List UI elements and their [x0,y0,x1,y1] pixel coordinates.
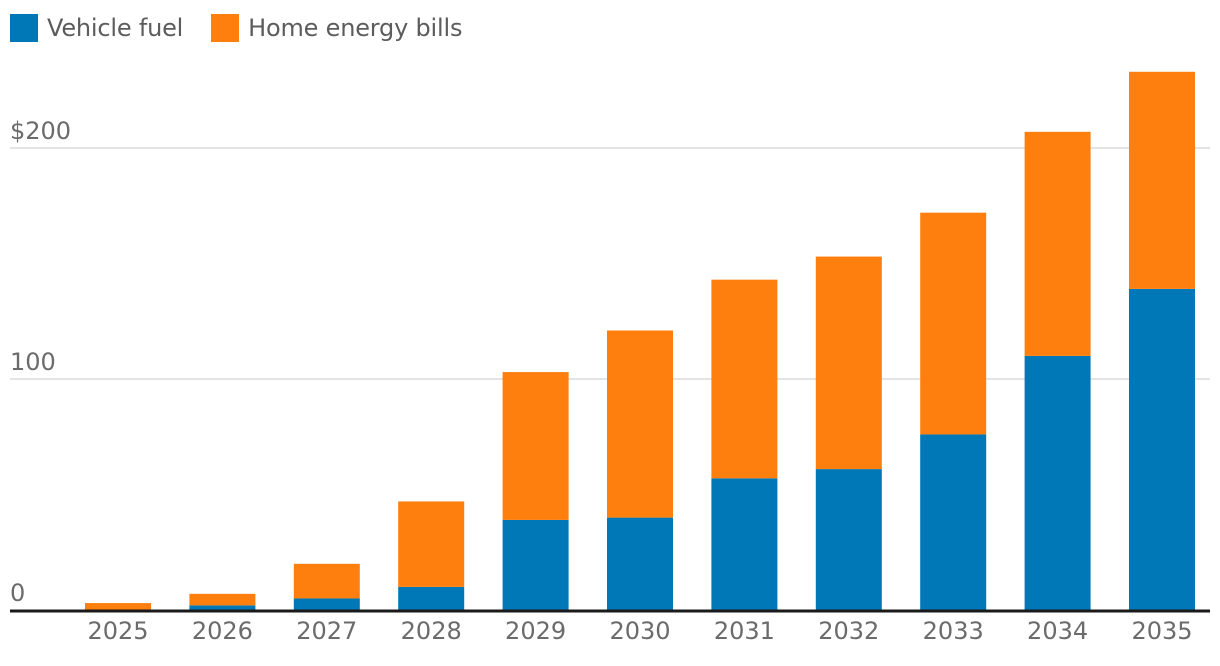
x-tick-label-2031: 2031 [714,617,775,645]
x-tick-label-2034: 2034 [1027,617,1088,645]
x-tick-label-2028: 2028 [401,617,462,645]
x-tick-label-2030: 2030 [609,617,670,645]
bar-home-energy-bills-2025 [85,603,151,610]
y-tick-label-200: $200 [10,117,71,145]
y-axis-labels: 0 100 $200 [10,117,71,607]
bar-vehicle-fuel-2029 [502,519,569,610]
bar-vehicle-fuel-2027 [293,598,360,610]
x-tick-label-2027: 2027 [296,617,357,645]
bar-home-energy-bills-2032 [815,256,882,470]
bar-home-energy-bills-2033 [920,212,987,435]
x-tick-label-2032: 2032 [818,617,879,645]
bar-home-energy-bills-2026 [189,593,256,606]
legend-item-home-energy-bills: Home energy bills [211,14,462,42]
bar-vehicle-fuel-2033 [920,434,987,610]
x-tick-label-2033: 2033 [923,617,984,645]
y-tick-label-100: 100 [10,348,56,376]
legend: Vehicle fuel Home energy bills [10,14,462,42]
bar-home-energy-bills-2035 [1129,71,1195,289]
legend-swatch-home-energy-bills [211,14,240,42]
bar-home-energy-bills-2028 [398,501,465,587]
bar-vehicle-fuel-2031 [711,478,778,610]
bar-vehicle-fuel-2034 [1024,355,1091,610]
x-tick-label-2026: 2026 [192,617,253,645]
bar-vehicle-fuel-2030 [607,517,673,610]
y-tick-label-0: 0 [10,579,25,607]
legend-item-vehicle-fuel: Vehicle fuel [10,14,183,42]
x-tick-label-2029: 2029 [505,617,566,645]
bar-vehicle-fuel-2026 [189,605,256,610]
x-axis-labels: 2025 2026 2027 2028 2029 2030 2031 2032 2033 2034… [87,617,1192,645]
legend-label-vehicle-fuel: Vehicle fuel [47,14,184,42]
bar-home-energy-bills-2030 [607,330,673,518]
x-tick-label-2025: 2025 [87,617,148,645]
bar-home-energy-bills-2029 [502,372,569,520]
bar-home-energy-bills-2031 [711,279,778,479]
bars [85,71,1195,610]
legend-label-home-energy-bills: Home energy bills [248,14,463,42]
x-tick-label-2035: 2035 [1131,617,1192,645]
legend-swatch-vehicle-fuel [10,14,38,42]
bar-home-energy-bills-2027 [293,563,360,599]
bar-home-energy-bills-2034 [1024,131,1091,356]
bar-vehicle-fuel-2028 [398,586,465,610]
bar-vehicle-fuel-2032 [815,469,882,610]
bar-vehicle-fuel-2035 [1129,288,1195,610]
